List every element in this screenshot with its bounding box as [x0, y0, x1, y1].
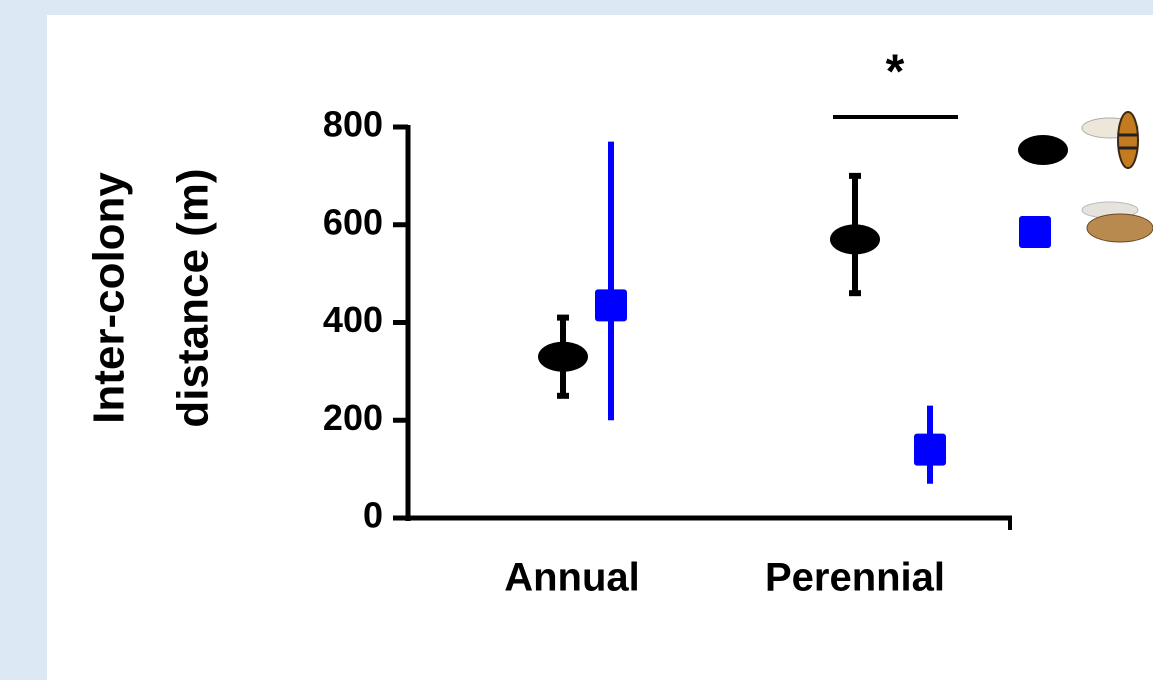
- data-point: [914, 434, 946, 466]
- significance-marker: *: [886, 46, 905, 99]
- data-point: [538, 342, 588, 372]
- y-axis-label: distance (m): [169, 168, 218, 427]
- legend-marker: [1018, 135, 1068, 165]
- y-tick-label: 600: [323, 201, 383, 242]
- chart: Inter-colony distance (m) * 0 200 400 600 80…: [0, 0, 1153, 680]
- data-point: [595, 289, 627, 321]
- x-tick-label: Annual: [504, 556, 640, 600]
- y-tick-label: 400: [323, 299, 383, 340]
- x-tick-label: Perennial: [765, 556, 945, 600]
- y-tick-label: 200: [323, 397, 383, 438]
- y-tick-label: 0: [363, 495, 383, 536]
- y-axis-label: Inter-colony: [85, 172, 134, 424]
- legend-marker: [1019, 216, 1051, 248]
- data-point: [830, 224, 880, 254]
- y-tick-label: 800: [323, 104, 383, 145]
